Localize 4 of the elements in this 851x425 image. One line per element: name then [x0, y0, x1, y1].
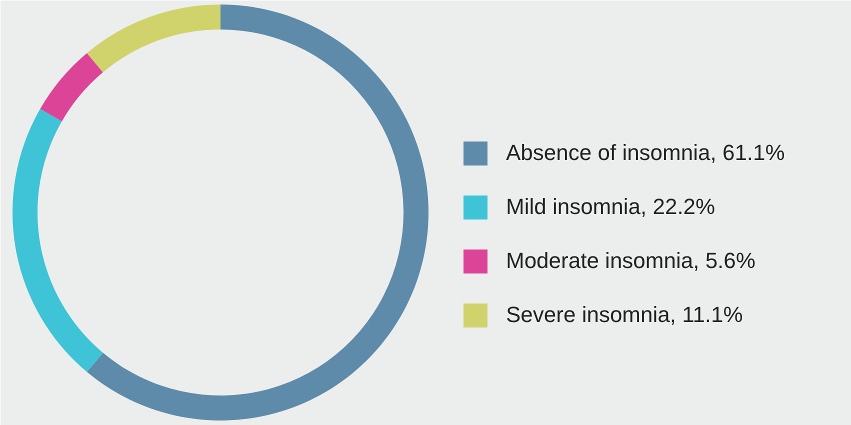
legend-label: Absence of insomnia, 61.1%: [506, 140, 785, 166]
legend-label: Mild insomnia, 22.2%: [506, 194, 716, 220]
legend-label: Severe insomnia, 11.1%: [506, 302, 743, 328]
legend-label: Moderate insomnia, 5.6%: [506, 248, 756, 274]
